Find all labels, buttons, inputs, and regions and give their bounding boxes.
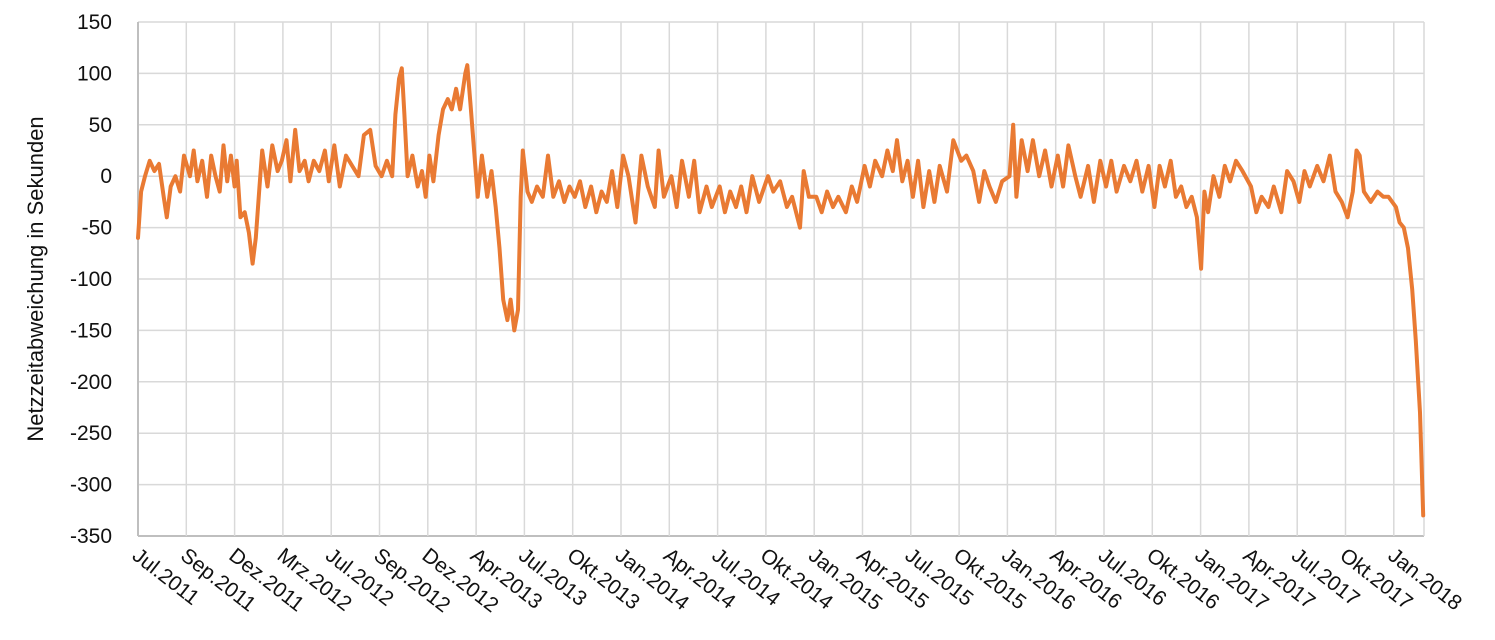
y-tick-label: -350 (70, 525, 112, 548)
x-axis-ticks: Jul.2011Sep.2011Dez.2011Mrz.2012Jul.2012… (128, 544, 1466, 617)
y-tick-label: -100 (70, 268, 112, 291)
series-line (136, 63, 1426, 518)
y-tick-label: -200 (70, 371, 112, 394)
y-tick-label: 0 (100, 165, 112, 188)
y-tick-label: 150 (77, 11, 112, 34)
series-layer (136, 63, 1426, 518)
y-tick-label: 50 (89, 114, 112, 137)
y-tick-label: -250 (70, 422, 112, 445)
y-axis-title: Netzzeitabweichung in Sekunden (23, 116, 48, 441)
y-tick-label: 100 (77, 62, 112, 85)
y-tick-label: -150 (70, 319, 112, 342)
y-tick-label: -300 (70, 474, 112, 497)
y-axis-ticks: 150 100 50 0 -50 -100 -150 -200 -250 -300 -350 (70, 11, 112, 548)
y-tick-label: -50 (82, 217, 112, 240)
gridlines (137, 21, 1425, 537)
